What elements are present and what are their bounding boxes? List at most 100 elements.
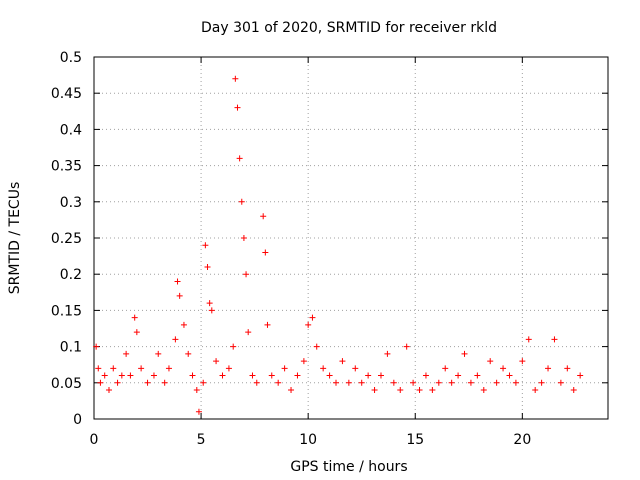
data-point xyxy=(144,379,151,386)
data-point xyxy=(200,379,207,386)
data-point xyxy=(260,213,267,220)
data-point xyxy=(551,336,558,343)
data-point xyxy=(208,307,215,314)
data-point xyxy=(232,75,239,82)
data-point xyxy=(320,365,327,372)
data-point xyxy=(545,365,552,372)
data-point xyxy=(133,329,140,336)
data-point xyxy=(236,155,243,162)
data-point xyxy=(397,387,404,394)
data-point xyxy=(410,379,417,386)
data-point xyxy=(155,350,162,357)
data-point xyxy=(294,372,301,379)
data-point xyxy=(95,365,102,372)
data-point xyxy=(213,358,220,365)
data-point xyxy=(206,300,213,307)
data-point xyxy=(422,372,429,379)
y-axis-label: SRMTID / TECUs xyxy=(7,182,23,295)
data-point xyxy=(403,343,410,350)
data-point xyxy=(461,350,468,357)
chart-title: Day 301 of 2020, SRMTID for receiver rkl… xyxy=(201,20,497,36)
data-point xyxy=(97,379,104,386)
data-point xyxy=(268,372,275,379)
y-tick-label: 0.45 xyxy=(51,86,82,102)
data-point xyxy=(487,358,494,365)
data-point xyxy=(123,350,130,357)
data-point xyxy=(245,329,252,336)
data-point xyxy=(195,408,202,415)
data-point xyxy=(262,249,269,256)
data-point xyxy=(185,350,192,357)
data-point xyxy=(352,365,359,372)
data-point xyxy=(180,321,187,328)
data-point xyxy=(105,387,112,394)
y-tick-label: 0.15 xyxy=(51,303,82,319)
y-tick-label: 0.4 xyxy=(60,122,82,138)
data-point xyxy=(150,372,157,379)
data-point xyxy=(442,365,449,372)
y-tick-label: 0.2 xyxy=(60,267,82,283)
y-tick-label: 0.3 xyxy=(60,195,82,211)
data-point xyxy=(564,365,571,372)
data-point xyxy=(532,387,539,394)
data-point xyxy=(275,379,282,386)
data-point xyxy=(474,372,481,379)
data-point xyxy=(127,372,134,379)
data-point xyxy=(345,379,352,386)
x-tick-label: 0 xyxy=(90,432,99,448)
data-point xyxy=(500,365,507,372)
data-point xyxy=(93,343,100,350)
x-tick-label: 10 xyxy=(299,432,317,448)
y-tick-label: 0.5 xyxy=(60,50,82,66)
data-point xyxy=(253,379,260,386)
data-point xyxy=(176,292,183,299)
data-point xyxy=(110,365,117,372)
data-point xyxy=(172,336,179,343)
data-point xyxy=(161,379,168,386)
data-point xyxy=(467,379,474,386)
y-tick-label: 0.25 xyxy=(51,231,82,247)
data-point xyxy=(264,321,271,328)
data-point xyxy=(234,104,241,111)
data-point xyxy=(506,372,513,379)
data-point xyxy=(480,387,487,394)
data-point xyxy=(240,235,247,241)
data-point xyxy=(189,372,196,379)
data-point xyxy=(333,379,340,386)
data-point xyxy=(448,379,455,386)
data-point xyxy=(512,379,519,386)
data-point xyxy=(225,365,232,372)
data-point xyxy=(174,278,181,285)
data-point xyxy=(416,387,423,394)
x-tick-label: 20 xyxy=(513,432,531,448)
data-point xyxy=(390,379,397,386)
data-point xyxy=(384,350,391,357)
data-point xyxy=(493,379,500,386)
data-point xyxy=(365,372,372,379)
x-tick-label: 5 xyxy=(197,432,206,448)
data-point xyxy=(204,263,211,270)
data-point xyxy=(202,242,209,249)
data-point xyxy=(455,372,462,379)
data-point xyxy=(238,198,245,205)
data-point xyxy=(339,358,346,365)
data-point xyxy=(131,314,138,321)
data-point xyxy=(243,271,250,278)
data-points xyxy=(93,75,584,415)
data-point xyxy=(305,321,312,328)
data-point xyxy=(114,379,121,386)
data-point xyxy=(281,365,288,372)
data-point xyxy=(326,372,333,379)
y-tick-label: 0.1 xyxy=(60,340,82,356)
data-point xyxy=(249,372,256,379)
y-tick-label: 0.05 xyxy=(51,376,82,392)
data-point xyxy=(313,343,320,350)
data-point xyxy=(435,379,442,386)
data-point xyxy=(429,387,436,394)
data-point xyxy=(377,372,384,379)
y-tick-label: 0.35 xyxy=(51,159,82,175)
grid xyxy=(94,57,608,419)
data-point xyxy=(300,358,307,365)
